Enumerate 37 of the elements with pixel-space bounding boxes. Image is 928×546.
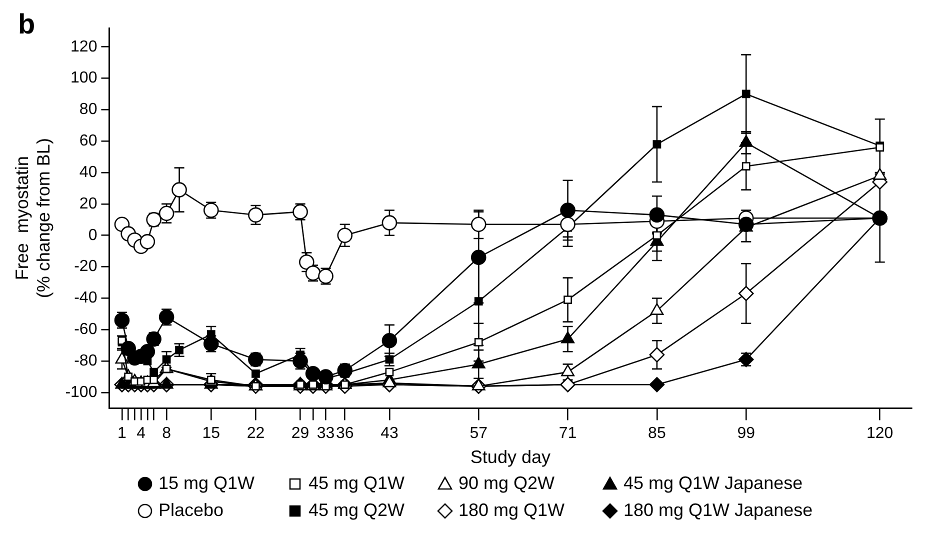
- y-axis-title: Free myostatin (% change from BL): [12, 138, 54, 298]
- y-tick-label: -100: [65, 384, 98, 401]
- x-tick-label: 71: [558, 425, 577, 442]
- x-tick-label: 85: [648, 425, 666, 442]
- x-tick-label: 99: [737, 425, 756, 442]
- x-axis-title: Study day: [470, 447, 550, 468]
- x-tick-label: 4: [136, 425, 146, 442]
- chart-title: b: [18, 8, 36, 40]
- x-tick-label: 1: [118, 425, 127, 442]
- y-tick-label: -40: [74, 290, 98, 307]
- x-tick-label: 57: [470, 425, 488, 442]
- y-tick-label: 100: [70, 70, 98, 87]
- legend-label: Placebo: [158, 500, 224, 521]
- legend-label: 45 mg Q1W Japanese: [624, 473, 803, 494]
- legend-label: 180 mg Q1W: [458, 500, 565, 521]
- x-tick-label: 22: [246, 425, 265, 442]
- y-tick-label: -60: [74, 321, 98, 338]
- y-tick-label: -80: [74, 352, 98, 370]
- x-tick-label: 15: [202, 425, 220, 442]
- x-tick-label: 120: [866, 425, 894, 442]
- y-tick-label: 20: [79, 195, 98, 212]
- x-tick-label: 33: [316, 425, 335, 442]
- y-tick-label: 80: [79, 101, 98, 118]
- legend-label: 180 mg Q1W Japanese: [624, 500, 813, 521]
- legend-label: 45 mg Q2W: [308, 500, 405, 521]
- legend-label: 45 mg Q1W: [308, 473, 405, 494]
- y-tick-label: 120: [70, 38, 98, 56]
- x-tick-label: 43: [380, 425, 398, 442]
- y-tick-label: 60: [79, 132, 98, 150]
- x-tick-label: 8: [162, 425, 172, 442]
- y-tick-label: 40: [79, 164, 98, 181]
- x-tick-label: 36: [336, 425, 354, 442]
- y-tick-label: 0: [88, 226, 98, 244]
- legend-label: 15 mg Q1W: [158, 473, 255, 494]
- x-tick-label: 29: [291, 425, 310, 442]
- y-tick-label: -20: [74, 258, 98, 276]
- legend-label: 90 mg Q2W: [458, 473, 555, 494]
